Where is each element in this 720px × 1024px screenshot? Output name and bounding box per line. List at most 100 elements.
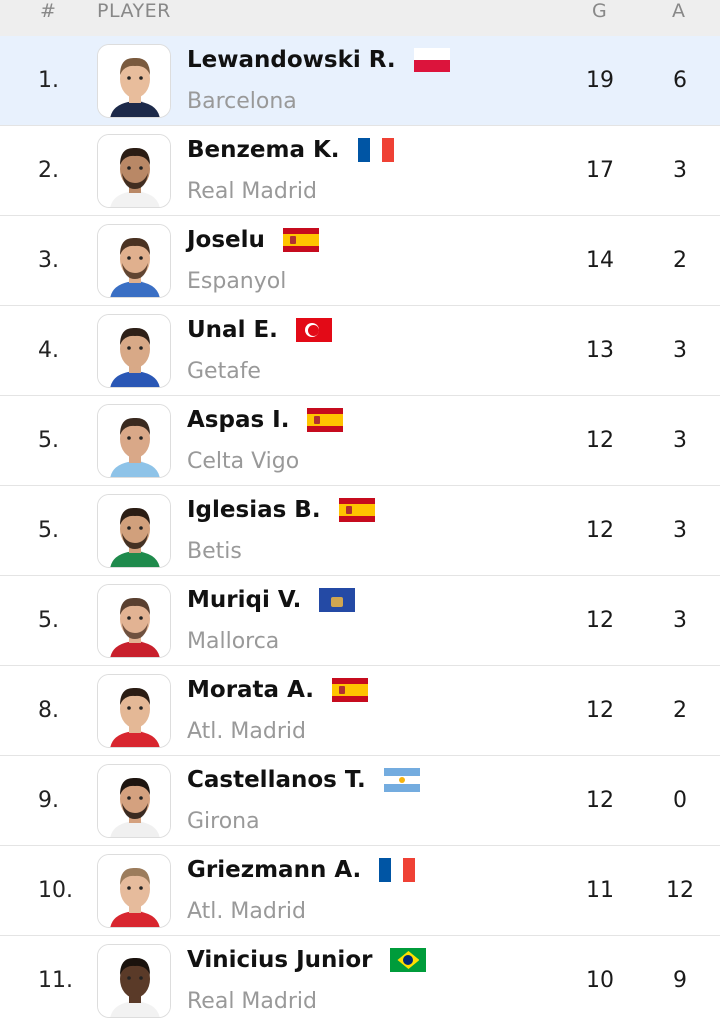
assists-value: 3: [673, 338, 687, 363]
goals-value: 17: [586, 158, 614, 183]
rank: 4.: [38, 338, 59, 363]
player-name-text[interactable]: Benzema K.: [187, 137, 340, 163]
goals-value: 12: [586, 788, 614, 813]
assists-value: 9: [673, 968, 687, 993]
team-name[interactable]: Betis: [187, 539, 242, 564]
player-name[interactable]: Iglesias B.: [187, 497, 375, 523]
table-row[interactable]: 8. Morata A. Atl. Madrid 12 2: [0, 666, 720, 756]
header-player: PLAYER: [97, 0, 171, 22]
assists-value: 2: [673, 698, 687, 723]
team-name[interactable]: Real Madrid: [187, 179, 317, 204]
assists-value: 6: [673, 68, 687, 93]
team-name[interactable]: Getafe: [187, 359, 261, 384]
goals-value: 10: [586, 968, 614, 993]
player-name[interactable]: Morata A.: [187, 677, 369, 703]
goals-value: 12: [586, 608, 614, 633]
france-flag-icon: [379, 858, 416, 882]
team-name[interactable]: Atl. Madrid: [187, 899, 306, 924]
goals-value: 19: [586, 68, 614, 93]
player-photo: [97, 134, 171, 208]
player-name-text[interactable]: Griezmann A.: [187, 857, 362, 883]
player-photo: [97, 314, 171, 388]
spain-flag-icon: [307, 408, 344, 432]
player-photo: [97, 944, 171, 1018]
player-photo: [97, 674, 171, 748]
player-name-text[interactable]: Lewandowski R.: [187, 47, 396, 73]
table-row[interactable]: 3. Joselu Espanyol 14 2: [0, 216, 720, 306]
goals-value: 11: [586, 878, 614, 903]
rank: 8.: [38, 698, 59, 723]
team-name[interactable]: Espanyol: [187, 269, 287, 294]
player-name[interactable]: Vinicius Junior: [187, 947, 427, 973]
player-name[interactable]: Joselu: [187, 227, 319, 253]
kosovo-flag-icon: [319, 588, 356, 612]
table-row[interactable]: 5. Muriqi V. Mallorca 12 3: [0, 576, 720, 666]
assists-value: 12: [666, 878, 694, 903]
rank: 3.: [38, 248, 59, 273]
player-name[interactable]: Muriqi V.: [187, 587, 356, 613]
rank: 5.: [38, 608, 59, 633]
table-row[interactable]: 4. Unal E. Getafe 13 3: [0, 306, 720, 396]
spain-flag-icon: [282, 228, 319, 252]
assists-value: 2: [673, 248, 687, 273]
goals-value: 12: [586, 428, 614, 453]
player-photo: [97, 224, 171, 298]
spain-flag-icon: [332, 678, 369, 702]
brazil-flag-icon: [390, 948, 427, 972]
player-name[interactable]: Unal E.: [187, 317, 332, 343]
rank: 10.: [38, 878, 73, 903]
team-name[interactable]: Girona: [187, 809, 260, 834]
team-name[interactable]: Barcelona: [187, 89, 297, 114]
goals-value: 12: [586, 698, 614, 723]
rank: 5.: [38, 518, 59, 543]
table-row[interactable]: 1. Lewandowski R. Barcelona 19 6: [0, 36, 720, 126]
player-name-text[interactable]: Vinicius Junior: [187, 947, 373, 973]
team-name[interactable]: Real Madrid: [187, 989, 317, 1014]
header-goals[interactable]: G: [592, 0, 608, 22]
turkey-flag-icon: [295, 318, 332, 342]
goals-value: 12: [586, 518, 614, 543]
team-name[interactable]: Mallorca: [187, 629, 280, 654]
header-rank: #: [40, 0, 57, 22]
poland-flag-icon: [413, 48, 450, 72]
player-list: 1. Lewandowski R. Barcelona 19 6 2. Benzema K.…: [0, 36, 720, 1024]
header-assists[interactable]: A: [672, 0, 686, 22]
assists-value: 3: [673, 158, 687, 183]
table-row[interactable]: 9. Castellanos T. Girona 12 0: [0, 756, 720, 846]
player-photo: [97, 44, 171, 118]
player-name-text[interactable]: Morata A.: [187, 677, 315, 703]
player-name-text[interactable]: Joselu: [187, 227, 265, 253]
spain-flag-icon: [338, 498, 375, 522]
rank: 2.: [38, 158, 59, 183]
table-row[interactable]: 5. Iglesias B. Betis 12 3: [0, 486, 720, 576]
player-name-text[interactable]: Castellanos T.: [187, 767, 366, 793]
rank: 1.: [38, 68, 59, 93]
team-name[interactable]: Atl. Madrid: [187, 719, 306, 744]
team-name[interactable]: Celta Vigo: [187, 449, 300, 474]
player-name[interactable]: Lewandowski R.: [187, 47, 450, 73]
table-row[interactable]: 11. Vinicius Junior Real Madrid 10 9: [0, 936, 720, 1024]
assists-value: 0: [673, 788, 687, 813]
player-name-text[interactable]: Iglesias B.: [187, 497, 321, 523]
rank: 11.: [38, 968, 73, 993]
table-row[interactable]: 5. Aspas I. Celta Vigo 12 3: [0, 396, 720, 486]
table-row[interactable]: 2. Benzema K. Real Madrid 17 3: [0, 126, 720, 216]
player-photo: [97, 404, 171, 478]
player-name[interactable]: Aspas I.: [187, 407, 344, 433]
player-name-text[interactable]: Muriqi V.: [187, 587, 302, 613]
player-name[interactable]: Benzema K.: [187, 137, 394, 163]
assists-value: 3: [673, 428, 687, 453]
player-name-text[interactable]: Aspas I.: [187, 407, 290, 433]
player-photo: [97, 494, 171, 568]
assists-value: 3: [673, 518, 687, 543]
rank: 9.: [38, 788, 59, 813]
france-flag-icon: [357, 138, 394, 162]
player-photo: [97, 764, 171, 838]
player-name-text[interactable]: Unal E.: [187, 317, 278, 343]
player-name[interactable]: Griezmann A.: [187, 857, 416, 883]
player-name[interactable]: Castellanos T.: [187, 767, 420, 793]
rank: 5.: [38, 428, 59, 453]
player-photo: [97, 584, 171, 658]
table-row[interactable]: 10. Griezmann A. Atl. Madrid 11 12: [0, 846, 720, 936]
table-header: # PLAYER G A: [0, 0, 720, 36]
